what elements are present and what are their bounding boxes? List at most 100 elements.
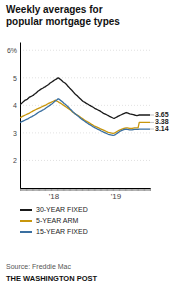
x-tick <box>145 188 146 191</box>
x-tick-mark <box>106 188 107 191</box>
x-tick-mark <box>100 188 101 191</box>
x-tick <box>87 188 88 191</box>
x-tick-mark <box>89 188 90 191</box>
x-tick-mark <box>131 188 132 191</box>
x-tick-mark <box>103 188 104 191</box>
x-tick <box>20 188 21 191</box>
x-tick <box>52 188 53 191</box>
x-tick-mark <box>145 188 146 191</box>
x-tick <box>124 188 125 191</box>
x-tick <box>146 188 147 191</box>
x-tick-mark <box>34 188 35 191</box>
x-tick <box>107 188 108 191</box>
x-tick <box>31 188 32 191</box>
legend-swatch <box>20 209 32 211</box>
x-tick-mark <box>94 188 95 191</box>
legend-swatch <box>20 231 32 233</box>
series-line <box>20 99 150 136</box>
x-tick <box>108 188 109 191</box>
x-tick-mark <box>146 188 147 191</box>
title-line: popular mortgage types <box>6 16 120 27</box>
x-tick <box>59 188 60 191</box>
x-tick <box>109 188 110 191</box>
x-tick <box>64 188 65 191</box>
x-tick-mark <box>93 188 94 191</box>
annotation: 3.65 <box>155 111 169 118</box>
y-tick-label: 4 <box>13 102 17 109</box>
x-tick-mark <box>144 188 145 191</box>
x-tick <box>65 188 66 191</box>
x-tick-label: '19 <box>111 192 122 201</box>
x-axis: '18'19 <box>21 188 151 201</box>
x-tick-mark <box>139 188 140 191</box>
x-tick <box>81 188 82 191</box>
x-tick <box>113 188 114 191</box>
x-tick <box>126 188 127 191</box>
x-tick-mark <box>77 188 78 191</box>
legend-item: 15-YEAR FIXED <box>20 228 88 235</box>
legend-swatch <box>20 220 32 222</box>
x-tick <box>98 188 99 191</box>
x-tick-mark <box>26 188 27 191</box>
x-tick-mark <box>53 188 54 191</box>
annotation-connector <box>150 115 154 116</box>
x-tick-mark <box>124 188 125 191</box>
x-tick <box>137 188 138 191</box>
grid-line <box>20 50 150 51</box>
x-tick <box>44 188 45 191</box>
x-tick <box>96 188 97 191</box>
x-tick <box>40 188 41 191</box>
x-tick-mark <box>50 188 51 191</box>
x-tick-mark <box>87 188 88 191</box>
y-tick: 5 <box>13 75 20 82</box>
x-tick-mark <box>80 188 81 191</box>
x-tick <box>140 188 141 191</box>
chart-svg: Weekly averages forpopular mortgage type… <box>0 0 176 287</box>
x-tick-mark <box>31 188 32 191</box>
x-tick <box>132 188 133 191</box>
x-tick-mark <box>121 188 122 191</box>
x-tick <box>32 188 33 191</box>
x-tick-mark <box>90 188 91 191</box>
x-tick <box>90 188 91 191</box>
x-tick <box>26 188 27 191</box>
axis-line <box>21 188 151 189</box>
x-tick-mark <box>111 188 112 191</box>
x-tick-mark <box>37 188 38 191</box>
x-tick-mark <box>63 188 64 191</box>
x-tick <box>134 188 135 191</box>
x-tick <box>139 188 140 191</box>
x-tick-mark <box>44 188 45 191</box>
x-tick <box>71 188 72 191</box>
x-tick-mark <box>58 188 59 191</box>
x-tick-mark <box>61 188 62 191</box>
x-tick-mark <box>120 188 121 191</box>
x-tick-mark <box>86 188 87 191</box>
x-tick <box>72 188 73 191</box>
x-tick-mark <box>27 188 28 191</box>
x-tick <box>39 188 40 191</box>
legend: 30-YEAR FIXED5-YEAR ARM15-YEAR FIXED <box>20 206 88 235</box>
x-tick-mark <box>24 188 25 191</box>
x-tick <box>117 188 118 191</box>
x-tick <box>63 188 64 191</box>
x-tick-mark <box>109 188 110 191</box>
x-tick-mark <box>36 188 37 191</box>
x-tick-mark <box>114 188 115 191</box>
x-tick <box>69 188 70 191</box>
x-tick-mark <box>56 188 57 191</box>
x-tick-mark <box>22 188 23 191</box>
x-tick <box>82 188 83 191</box>
x-tick <box>131 188 132 191</box>
x-tick <box>130 188 131 191</box>
grid-line <box>20 160 150 161</box>
x-tick-mark <box>95 188 96 191</box>
publisher: THE WASHINGTON POST <box>6 274 98 283</box>
x-tick-mark <box>74 188 75 191</box>
y-tick-label: 3 <box>13 130 17 137</box>
x-tick-mark <box>45 188 46 191</box>
x-tick-mark <box>88 188 89 191</box>
x-tick-mark <box>67 188 68 191</box>
x-tick-mark <box>30 188 31 191</box>
lines <box>20 78 150 136</box>
